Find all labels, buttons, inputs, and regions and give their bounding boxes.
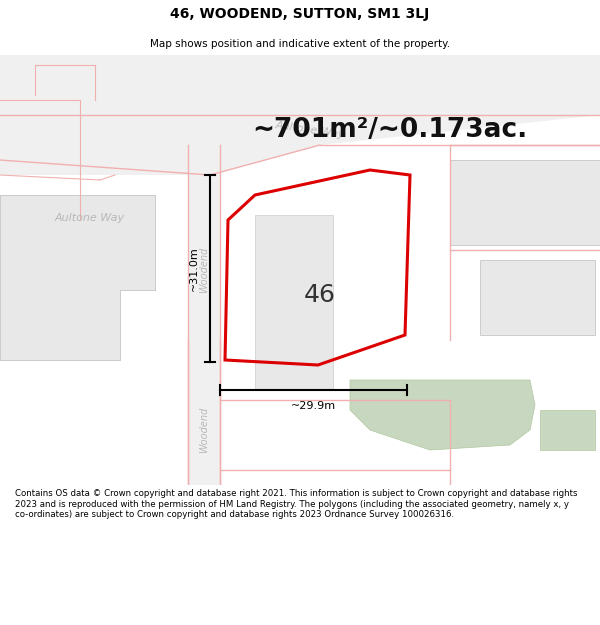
Bar: [450, 160, 600, 245]
Text: Woodend: Woodend: [199, 247, 209, 293]
Text: Aultone Way: Aultone Way: [55, 213, 125, 223]
Bar: [255, 215, 333, 390]
Text: ~29.9m: ~29.9m: [291, 401, 336, 411]
Text: 46: 46: [304, 283, 336, 307]
Text: Woodend: Woodend: [199, 407, 209, 453]
Text: ~701m²/~0.173ac.: ~701m²/~0.173ac.: [253, 117, 527, 143]
Text: Contains OS data © Crown copyright and database right 2021. This information is : Contains OS data © Crown copyright and d…: [15, 489, 577, 519]
Bar: [480, 260, 595, 335]
Polygon shape: [0, 55, 115, 160]
Text: 46, WOODEND, SUTTON, SM1 3LJ: 46, WOODEND, SUTTON, SM1 3LJ: [170, 7, 430, 21]
Bar: [540, 410, 595, 450]
Bar: [0, 295, 120, 360]
Bar: [0, 195, 75, 245]
Polygon shape: [0, 55, 600, 175]
Polygon shape: [188, 55, 220, 485]
Polygon shape: [0, 195, 155, 360]
Text: Map shows position and indicative extent of the property.: Map shows position and indicative extent…: [150, 39, 450, 49]
Bar: [0, 195, 155, 290]
Text: ~31.0m: ~31.0m: [189, 246, 199, 291]
Polygon shape: [350, 380, 535, 450]
Text: Aultone Way: Aultone Way: [275, 120, 346, 140]
